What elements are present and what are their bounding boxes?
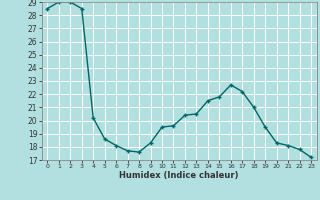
X-axis label: Humidex (Indice chaleur): Humidex (Indice chaleur) [119,171,239,180]
